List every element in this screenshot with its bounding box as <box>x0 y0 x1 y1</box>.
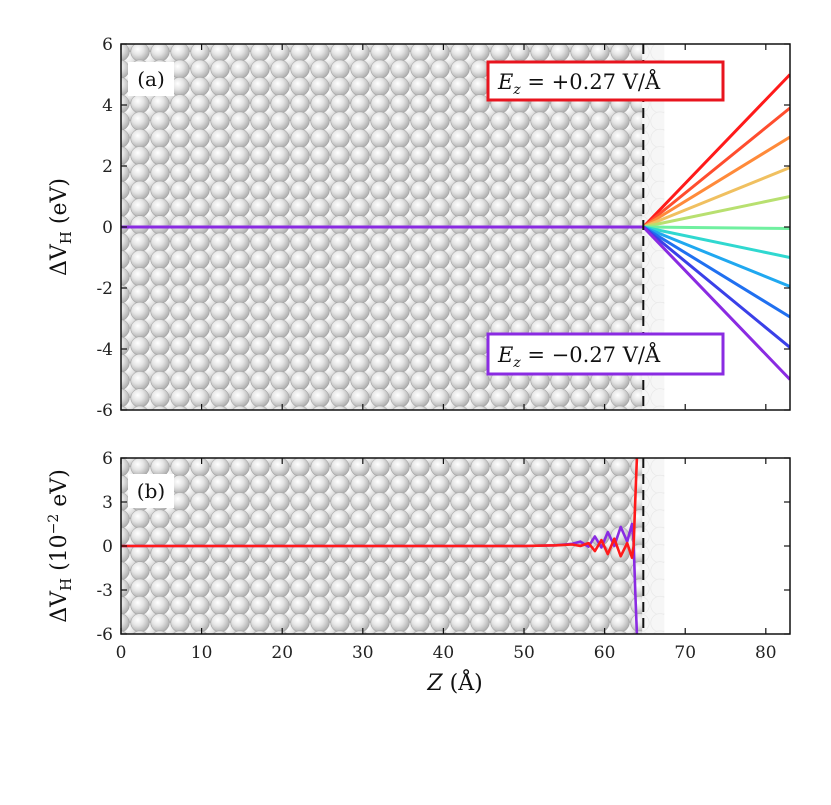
x-tick-label: 30 <box>352 643 374 663</box>
x-tick-label: 50 <box>513 643 535 663</box>
panel-label-bg-a <box>128 62 174 96</box>
y-tick-label: 6 <box>102 449 113 469</box>
y-axis-label-b: ΔVH (10−2 eV) <box>46 469 75 623</box>
panel-a: 6 4 2 0 -2 -4 -6 (a) Ez = +0.27 V/Å Ez = −0.27… <box>47 35 791 421</box>
annotation-top-text: Ez = +0.27 V/Å <box>497 69 661 98</box>
atom-faint-layer-b <box>642 458 665 634</box>
x-tick-label: 40 <box>433 643 455 663</box>
panel-b: 630-3-6 0 10 20 30 40 50 60 70 80 (b) ΔVH (10−2 … <box>46 449 791 696</box>
x-tick-label: 70 <box>674 643 696 663</box>
y-tick-label: -3 <box>96 581 113 601</box>
x-tick-label: 0 <box>116 643 127 663</box>
y-tick-label: 3 <box>102 493 113 513</box>
annotation-box-top <box>486 60 725 102</box>
panel-label-bg-b <box>128 474 174 508</box>
annotation-box-bottom <box>486 332 725 376</box>
y-tick-label: 0 <box>102 218 113 238</box>
y-tick-label: 0 <box>102 537 113 557</box>
y-tick-label: -4 <box>96 340 113 360</box>
y-axis-label-a: ΔVH (eV) <box>47 178 75 276</box>
x-tick-label: 80 <box>755 643 777 663</box>
y-tick-label: 6 <box>102 35 113 55</box>
annotation-bottom-text: Ez = −0.27 V/Å <box>497 342 661 371</box>
x-axis-label: Z (Å) <box>426 668 482 696</box>
series-line-b-1 <box>121 458 639 560</box>
y-tick-label: -6 <box>96 625 113 645</box>
x-tick-label: 20 <box>271 643 293 663</box>
y-tick-label: -6 <box>96 401 113 421</box>
panel-label-a: (a) <box>137 67 165 91</box>
y-tick-label: 2 <box>102 157 113 177</box>
x-tick-label: 60 <box>594 643 616 663</box>
x-tick-label: 10 <box>191 643 213 663</box>
y-tick-label: 4 <box>102 96 113 116</box>
y-tick-label: -2 <box>96 279 113 299</box>
panel-label-b: (b) <box>137 479 165 503</box>
